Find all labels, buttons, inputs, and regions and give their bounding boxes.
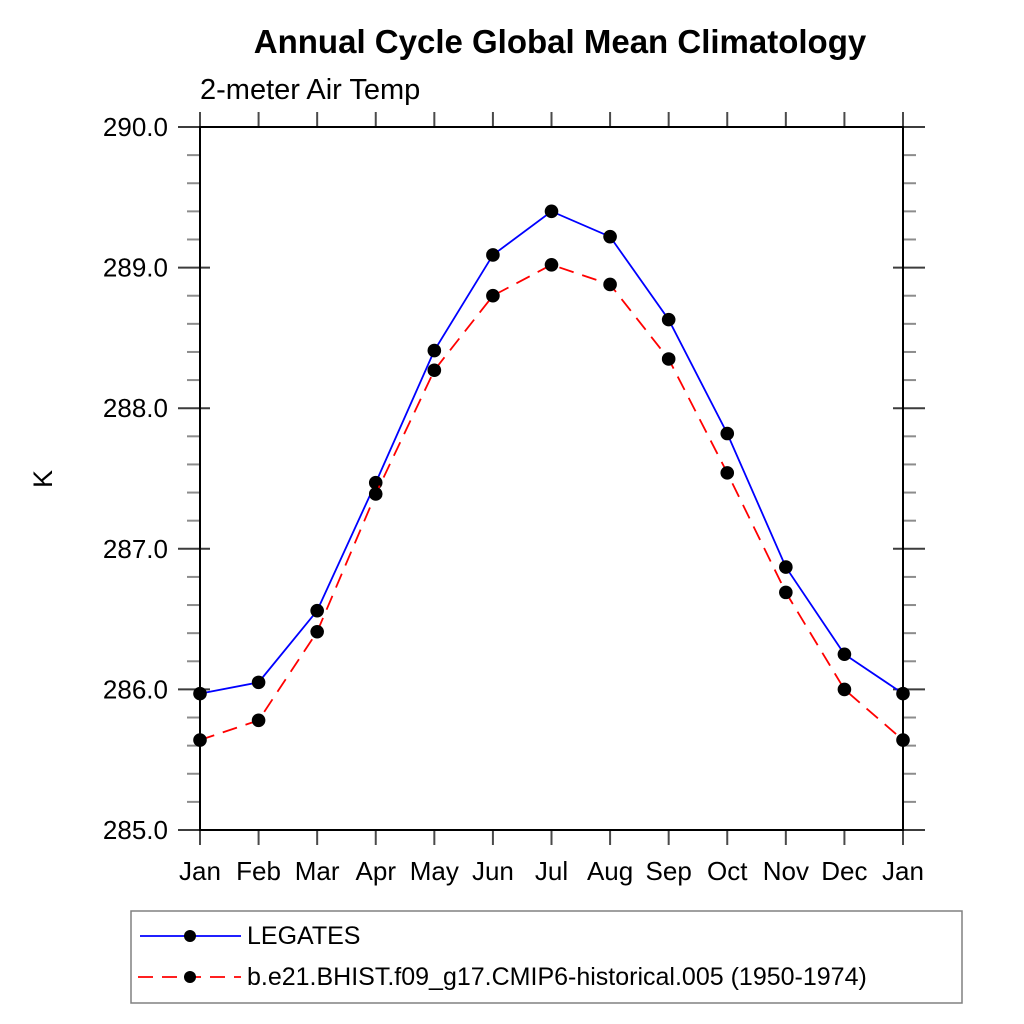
- x-tick-label: Nov: [763, 856, 809, 886]
- data-point-marker: [427, 343, 442, 358]
- legend: LEGATES b.e21.BHIST.f09_g17.CMIP6-histor…: [130, 910, 963, 1004]
- legend-label-model: b.e21.BHIST.f09_g17.CMIP6-historical.005…: [247, 963, 867, 991]
- legend-entry-legates: LEGATES: [140, 922, 360, 950]
- x-tick-label: Dec: [821, 856, 867, 886]
- legend-entry-model: b.e21.BHIST.f09_g17.CMIP6-historical.005…: [138, 963, 867, 991]
- y-tick-label: 289.0: [103, 253, 168, 283]
- x-tick-label: Aug: [587, 856, 633, 886]
- x-tick-label: Apr: [356, 856, 397, 886]
- data-point-marker: [544, 204, 559, 219]
- series-legates: [193, 204, 910, 701]
- series-line: [199, 210, 904, 695]
- data-point-marker: [251, 675, 266, 690]
- y-tick-label: 286.0: [103, 674, 168, 704]
- data-point-marker: [661, 352, 676, 366]
- y-tick-label: 285.0: [103, 815, 168, 845]
- x-tick-label: May: [410, 856, 459, 886]
- axes: 285.0 286.0 287.0 288.0 289.0 290.0 Jan Feb Mar A…: [103, 112, 925, 886]
- legend-marker-icon: [184, 971, 196, 983]
- data-point-marker: [368, 487, 383, 501]
- y-axis-label: K: [28, 470, 58, 488]
- chart-subtitle: 2-meter Air Temp: [200, 74, 420, 106]
- data-point-marker: [837, 682, 852, 697]
- legend-marker-icon: [184, 930, 196, 942]
- data-point-marker: [544, 257, 559, 272]
- data-point-marker: [193, 686, 207, 701]
- y-tick-label: 287.0: [103, 534, 168, 564]
- data-point-marker: [661, 312, 676, 327]
- x-tick-label: Jul: [535, 856, 568, 886]
- data-point-marker: [486, 288, 500, 303]
- x-tick-label: Oct: [707, 856, 748, 886]
- data-point-marker: [486, 248, 500, 262]
- data-point-marker: [837, 647, 852, 662]
- series-model: [193, 257, 910, 747]
- data-point-marker: [251, 713, 266, 728]
- data-point-marker: [310, 603, 324, 618]
- data-point-marker: [603, 229, 617, 244]
- data-point-marker: [427, 363, 442, 378]
- data-point-marker: [720, 466, 735, 480]
- data-point-marker: [779, 560, 793, 574]
- data-point-marker: [193, 733, 207, 747]
- data-point-marker: [310, 624, 324, 639]
- x-tick-label: Jun: [472, 856, 514, 886]
- x-tick-label: Mar: [295, 856, 340, 886]
- plot-series: [193, 204, 910, 747]
- legend-box: [130, 910, 963, 1004]
- y-tick-label: 290.0: [103, 112, 168, 142]
- legend-label-legates: LEGATES: [247, 922, 360, 950]
- data-point-marker: [779, 585, 793, 600]
- data-point-marker: [896, 686, 910, 701]
- y-tick-label: 288.0: [103, 393, 168, 423]
- plot-frame: [199, 126, 904, 831]
- data-point-marker: [603, 277, 617, 292]
- data-point-marker: [896, 733, 910, 747]
- series-line: [199, 263, 904, 741]
- x-tick-label: Jan: [882, 856, 924, 886]
- chart-title: Annual Cycle Global Mean Climatology: [254, 23, 867, 60]
- x-tick-label: Sep: [646, 856, 692, 886]
- x-tick-label: Feb: [236, 856, 281, 886]
- x-tick-label: Jan: [179, 856, 221, 886]
- data-point-marker: [720, 426, 735, 441]
